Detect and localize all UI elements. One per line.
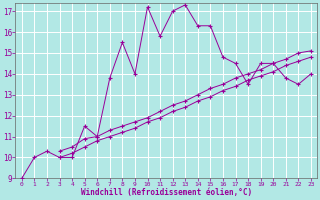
- X-axis label: Windchill (Refroidissement éolien,°C): Windchill (Refroidissement éolien,°C): [81, 188, 252, 197]
